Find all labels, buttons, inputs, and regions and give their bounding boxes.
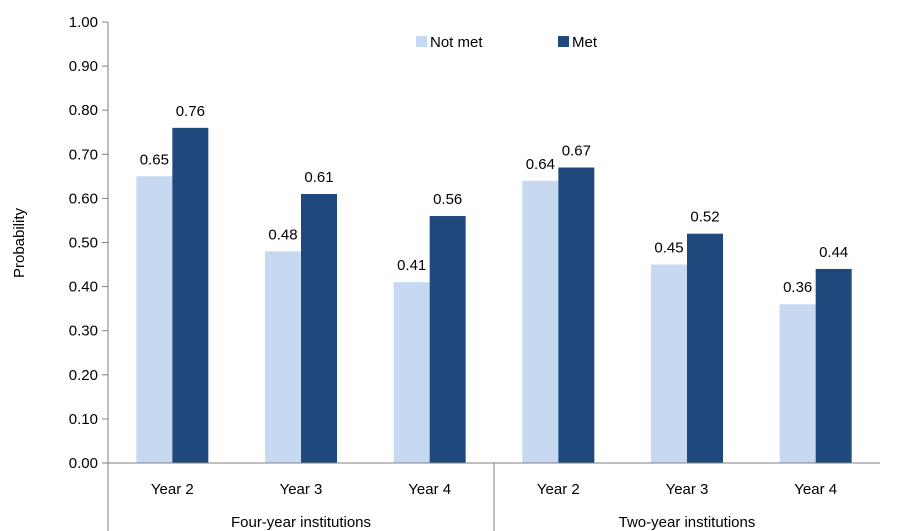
x-tick-label: Year 4 bbox=[408, 481, 451, 498]
legend-swatch-not-met bbox=[416, 36, 427, 47]
data-label: 0.65 bbox=[140, 151, 169, 168]
bar-not-met bbox=[651, 264, 687, 463]
y-tick-label: 0.50 bbox=[69, 235, 98, 252]
y-tick-label: 0.90 bbox=[69, 58, 98, 75]
x-tick-label: Year 2 bbox=[151, 481, 194, 498]
data-label: 0.67 bbox=[562, 143, 591, 160]
data-label: 0.45 bbox=[654, 240, 683, 257]
bar-met bbox=[429, 216, 466, 463]
data-label: 0.44 bbox=[819, 244, 848, 261]
data-label: 0.48 bbox=[268, 226, 297, 243]
data-label: 0.56 bbox=[433, 191, 462, 208]
group-label: Two-year institutions bbox=[619, 514, 756, 531]
y-tick-label: 0.30 bbox=[69, 323, 98, 340]
y-tick-label: 0.00 bbox=[69, 455, 98, 472]
legend-label-met: Met bbox=[572, 34, 598, 51]
y-tick-label: 1.00 bbox=[69, 14, 98, 31]
bar-not-met bbox=[265, 251, 301, 463]
bar-met bbox=[558, 167, 595, 463]
data-label: 0.36 bbox=[783, 279, 812, 296]
x-tick-label: Year 2 bbox=[537, 481, 580, 498]
y-tick-label: 0.20 bbox=[69, 367, 98, 384]
bar-met bbox=[815, 268, 852, 463]
x-tick-label: Year 4 bbox=[794, 481, 837, 498]
legend-swatch-met bbox=[558, 36, 569, 47]
bar-not-met bbox=[522, 180, 559, 463]
bar-not-met bbox=[136, 176, 173, 463]
y-tick-label: 0.10 bbox=[69, 411, 98, 428]
data-label: 0.41 bbox=[397, 257, 426, 274]
data-label: 0.76 bbox=[176, 103, 205, 120]
bar-not-met bbox=[393, 282, 430, 463]
y-axis-title: Probability bbox=[11, 207, 28, 278]
x-tick-label: Year 3 bbox=[280, 481, 323, 498]
y-tick-label: 0.40 bbox=[69, 279, 98, 296]
bar-met bbox=[172, 127, 209, 463]
bar-met bbox=[301, 193, 337, 464]
bars: 0.65 0.76 0.48 0.61 0.41 0.56 0.64 0.67 0.45 0.52… bbox=[136, 103, 852, 464]
y-axis: 0.00 0.10 0.20 0.30 0.40 0.50 0.60 0.70 0.80 0.90… bbox=[69, 14, 109, 472]
y-tick-label: 0.80 bbox=[69, 102, 98, 119]
data-label: 0.52 bbox=[690, 209, 719, 226]
data-label: 0.61 bbox=[304, 169, 333, 186]
bar-not-met bbox=[779, 304, 816, 463]
legend-label-not-met: Not met bbox=[430, 34, 483, 51]
data-label: 0.64 bbox=[526, 156, 555, 173]
y-tick-label: 0.70 bbox=[69, 146, 98, 163]
group-label: Four-year institutions bbox=[231, 514, 371, 531]
y-tick-label: 0.60 bbox=[69, 190, 98, 207]
x-tick-label: Year 3 bbox=[666, 481, 709, 498]
x-axis: Four-year institutions Two-year instituti… bbox=[107, 462, 880, 531]
bar-met bbox=[687, 233, 723, 463]
legend: Not met Met bbox=[416, 34, 598, 51]
